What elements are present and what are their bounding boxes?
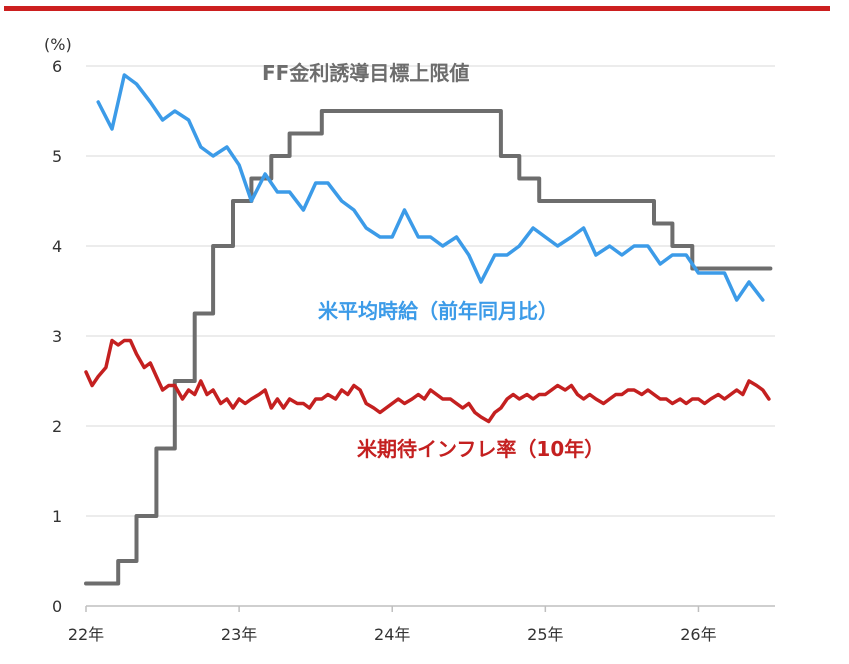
series-labels: FF金利誘導目標上限値 米平均時給（前年同月比） 米期待インフレ率（10年） [262, 61, 604, 461]
series-hourly-wage-line [96, 73, 765, 302]
series-lines [84, 73, 773, 586]
axes: 0 1 2 3 4 5 6 (%) 22年 23年 24年 25年 26年 [44, 35, 775, 644]
y-tick-label: 2 [52, 417, 62, 436]
series-label-inflation-expectation: 米期待インフレ率（10年） [357, 437, 604, 461]
y-tick-label: 6 [52, 57, 62, 76]
y-tick-label: 4 [52, 237, 62, 256]
x-tick-label: 25年 [527, 625, 563, 644]
header-accent-bar [4, 6, 830, 11]
y-tick-label: 0 [52, 597, 62, 616]
x-tick-label: 23年 [221, 625, 257, 644]
x-tick-label: 24年 [374, 625, 410, 644]
series-label-ff-rate: FF金利誘導目標上限値 [262, 61, 469, 85]
x-tick-label: 26年 [680, 625, 716, 644]
series-label-hourly-wage: 米平均時給（前年同月比） [318, 299, 558, 323]
y-tick-label: 3 [52, 327, 62, 346]
series-ff-rate-line [84, 109, 773, 586]
x-tick-label: 22年 [68, 625, 104, 644]
y-axis-unit-label: (%) [44, 35, 72, 54]
series-inflation-expectation-line [84, 338, 771, 424]
gridlines [86, 65, 775, 517]
y-tick-label: 5 [52, 147, 62, 166]
y-tick-label: 1 [52, 507, 62, 526]
